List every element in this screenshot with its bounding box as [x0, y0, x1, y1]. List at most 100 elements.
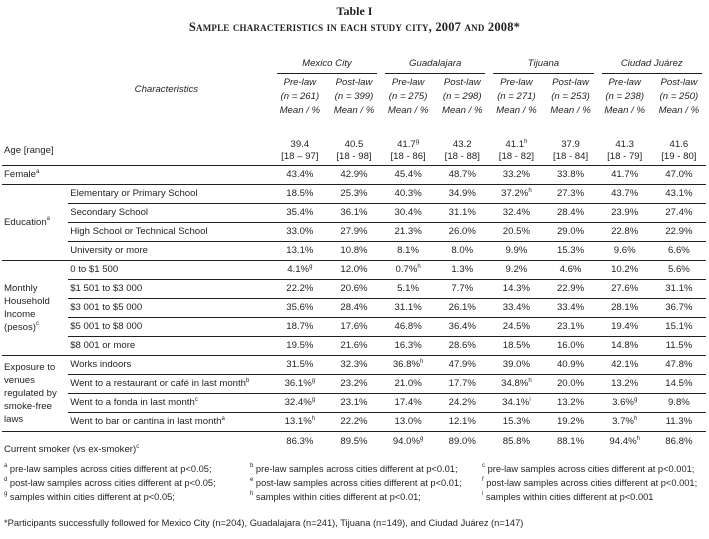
- value-cell: 13.1%: [272, 241, 327, 261]
- period-label: Pre-law: [608, 77, 641, 88]
- value-cell: 94.4%h: [598, 431, 652, 456]
- value-cell: 43.7%: [597, 184, 652, 204]
- value-cell: 13.0%: [381, 412, 436, 432]
- value: 31.1%: [448, 206, 476, 218]
- value: 41.7%: [611, 168, 639, 180]
- footnote-marker: b: [246, 377, 250, 384]
- value-cell: 14.8%: [597, 336, 652, 356]
- value-cell: 45.4%: [381, 165, 436, 185]
- value-cell: 14.5%: [651, 374, 706, 394]
- value-cell: 27.3%: [543, 184, 598, 204]
- value-cell: 86.3%: [273, 431, 327, 456]
- value: 28.4%: [556, 206, 585, 218]
- value: 18.5%: [286, 187, 314, 199]
- table-title: Table I: [336, 4, 373, 18]
- value-cell: 27.9%: [326, 222, 382, 242]
- value: 42.9%: [340, 168, 368, 180]
- value: 9.9%: [505, 244, 528, 256]
- value: 11.5%: [665, 339, 693, 351]
- sample-size: (n = 250): [659, 91, 699, 102]
- table-row: Educationa Elementary or Primary School 18…: [2, 184, 706, 261]
- value: 12.1%: [448, 415, 476, 427]
- row-label-text: Education: [4, 216, 47, 228]
- value-cell: 7.7%: [435, 279, 490, 299]
- city-name: Tijuana: [493, 58, 594, 74]
- value: 33.2%: [502, 168, 530, 180]
- value-cell: 12.0%: [326, 260, 382, 280]
- age-range: [19 - 80]: [661, 150, 697, 162]
- value-cell: 22.2%: [326, 412, 382, 432]
- value-cell: 36.7%: [651, 298, 706, 318]
- value: 4.6%: [559, 263, 582, 275]
- row-label: Elementary or Primary School: [68, 184, 273, 204]
- value-cell: 4.1%g: [272, 260, 327, 280]
- value: 21.3%: [394, 225, 422, 237]
- footnotes: a pre-law samples across cities differen…: [4, 463, 706, 503]
- value-cell: 5.6%: [651, 260, 706, 280]
- row-label-text: Age [range]: [4, 144, 54, 156]
- value-cell: 36.8%h: [381, 355, 436, 375]
- sample-size: (n = 399): [334, 91, 374, 102]
- value-cell: 20.5%: [489, 222, 544, 242]
- value-cell: 8.0%: [435, 241, 490, 261]
- value: 7.7%: [451, 282, 474, 294]
- value: 18.5%: [502, 339, 530, 351]
- row-label-text: $8 001 or more: [70, 339, 136, 351]
- age-range: [18 - 98]: [336, 150, 372, 162]
- value-superscript: h: [633, 415, 638, 422]
- value: 34.1%: [502, 396, 530, 408]
- value: 13.2%: [611, 377, 639, 389]
- footnote-text: post-law samples across cities different…: [7, 478, 216, 488]
- value-cell: 48.7%: [435, 165, 490, 185]
- value-cell: 22.2%: [272, 279, 327, 299]
- value: 19.5%: [286, 339, 314, 351]
- value: 45.4%: [394, 168, 422, 180]
- value: 21.6%: [340, 339, 368, 351]
- value-cell: 34.9%: [435, 184, 490, 204]
- table-row: Went to bar or cantina in last montha 13.…: [2, 412, 706, 432]
- value-cell: 94.0%g: [381, 431, 435, 456]
- period-label: Post-law: [552, 77, 589, 88]
- value-cell: 32.4%g: [272, 393, 327, 413]
- value: 19.2%: [556, 415, 585, 427]
- value: 12.0%: [340, 263, 368, 275]
- value: 30.4%: [394, 206, 422, 218]
- value-superscript: h: [636, 435, 640, 442]
- value-cell: 25.3%: [326, 184, 382, 204]
- value: 94.4%: [609, 435, 637, 447]
- value: 16.3%: [394, 339, 422, 351]
- row-label-text: $5 001 to $8 000: [70, 320, 143, 332]
- value-cell: 85.8%: [489, 431, 543, 456]
- value-cell: 19.4%: [597, 317, 652, 337]
- footnote-marker: i: [482, 491, 484, 497]
- value: 10.2%: [611, 263, 639, 275]
- value-cell: 23.9%: [597, 203, 652, 223]
- value-cell: 29.0%: [543, 222, 598, 242]
- row-label: $8 001 or more: [68, 336, 273, 356]
- value: 20.5%: [502, 225, 530, 237]
- value: 17.4%: [394, 396, 422, 408]
- value-superscript: g: [309, 263, 313, 270]
- table-row: Monthly Household Income (pesos)c 0 to $1…: [2, 260, 706, 356]
- value-cell: 35.4%: [272, 203, 327, 223]
- value: 10.8%: [340, 244, 368, 256]
- value-cell: 35.6%: [272, 298, 327, 318]
- table-row: Went to a fonda in last monthc 32.4%g 23.1…: [2, 393, 706, 413]
- stat-label: Mean / %: [333, 105, 375, 116]
- value: 36.4%: [448, 320, 476, 332]
- value: 40.5: [344, 138, 364, 150]
- value: 35.6%: [286, 301, 314, 313]
- value-cell: 17.7%: [435, 374, 490, 394]
- row-label: Works indoors: [68, 355, 273, 375]
- row-label-text: Elementary or Primary School: [70, 187, 198, 199]
- value: 23.9%: [611, 206, 639, 218]
- value-cell: 31.5%: [272, 355, 327, 375]
- sample-size: (n = 298): [442, 91, 482, 102]
- value: 22.9%: [556, 282, 585, 294]
- value: 32.4%: [502, 206, 530, 218]
- row-label-text: Current smoker (vs ex-smoker): [4, 444, 137, 455]
- value-superscript: g: [311, 377, 316, 384]
- footnote-marker: g: [4, 491, 8, 497]
- sample-size: (n = 275): [388, 91, 428, 102]
- row-label: University or more: [68, 241, 273, 261]
